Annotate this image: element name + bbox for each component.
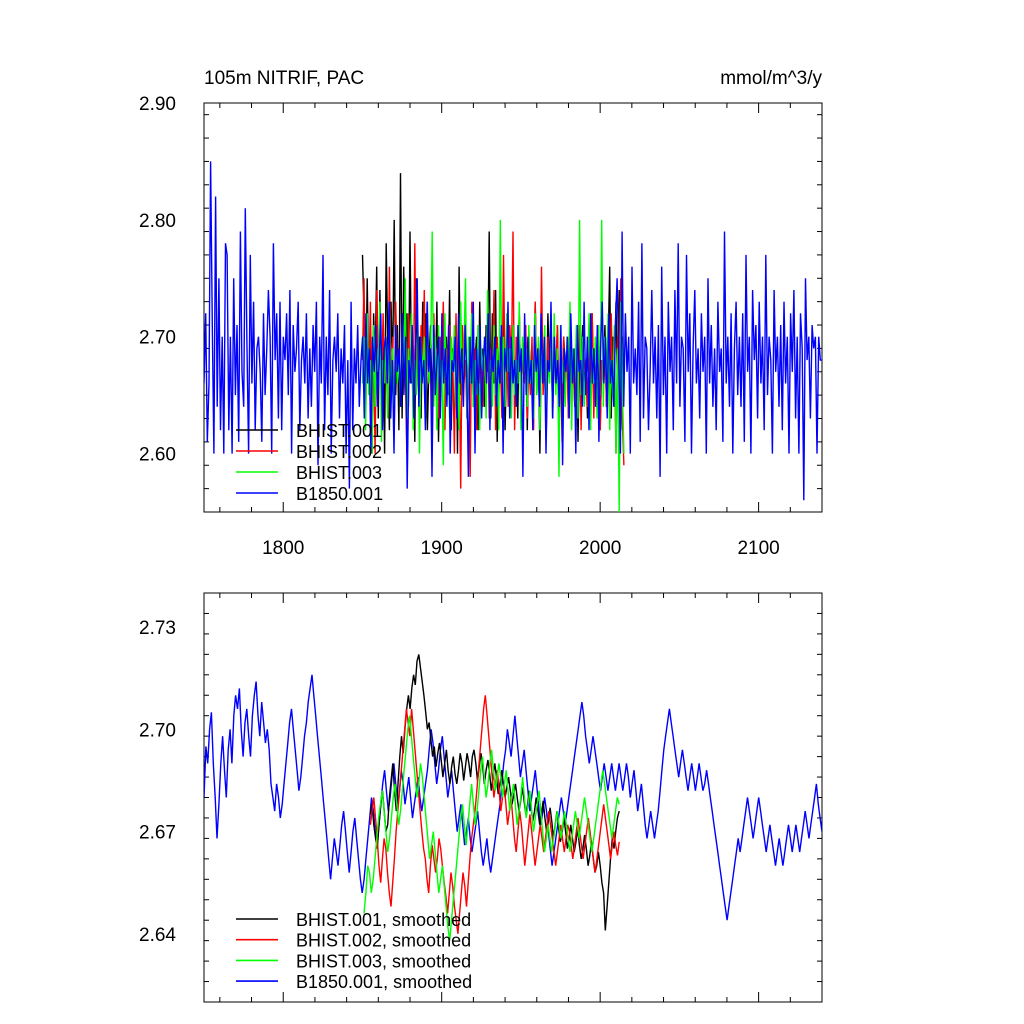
top-panel: 105m NITRIF, PAC mmol/m^3/y 2.60 2.70 2.80… — [139, 68, 823, 559]
bottom-series-line — [204, 674, 822, 921]
bottom-legend-label: B1850.001, smoothed — [296, 972, 472, 992]
bottom-y-tick-label: 2.70 — [139, 720, 176, 741]
bottom-y-tick-label: 2.73 — [139, 618, 176, 639]
top-legend-label: B1850.001 — [296, 484, 383, 504]
top-x-tick-label: 2100 — [737, 538, 779, 559]
bottom-y-tick-label: 2.67 — [139, 823, 176, 844]
top-title-right: mmol/m^3/y — [720, 68, 822, 89]
top-series-line — [204, 161, 822, 501]
bottom-series-line — [363, 715, 620, 941]
bottom-legend-label: BHIST.001, smoothed — [296, 910, 471, 930]
top-title-left: 105m NITRIF, PAC — [204, 68, 364, 89]
top-x-tick-label: 2000 — [579, 538, 621, 559]
bottom-y-tick-label: 2.64 — [139, 925, 176, 946]
top-x-tick-label: 1800 — [262, 538, 304, 559]
top-y-tick-label: 2.80 — [139, 211, 176, 232]
top-x-tick-label: 1900 — [421, 538, 463, 559]
top-legend-label: BHIST.002 — [296, 442, 382, 462]
top-y-tick-label: 2.60 — [139, 445, 176, 466]
top-y-tick-label: 2.70 — [139, 328, 176, 349]
top-plot-frame — [203, 102, 823, 513]
top-legend-label: BHIST.003 — [296, 463, 382, 483]
top-legend-label: BHIST.001 — [296, 421, 382, 441]
top-y-tick-label: 2.90 — [139, 94, 176, 115]
bottom-legend-label: BHIST.003, smoothed — [296, 951, 471, 971]
bottom-legend-label: BHIST.002, smoothed — [296, 931, 471, 951]
